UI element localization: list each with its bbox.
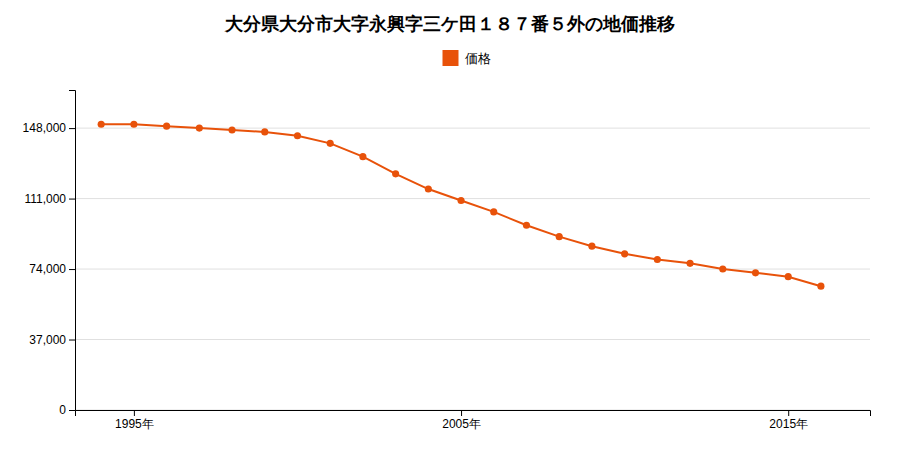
grid-line xyxy=(75,339,870,340)
y-tick-mark xyxy=(69,199,75,200)
grid xyxy=(75,128,870,410)
x-axis-line xyxy=(76,411,871,417)
x-tick-mark xyxy=(134,410,135,416)
chart-svg: 1995年 2005年 2015年 0 37,000 74,000 111,000 148,0… xyxy=(0,0,900,450)
y-tick: 74,000 xyxy=(29,262,75,276)
y-tick-label: 111,000 xyxy=(24,192,66,206)
line xyxy=(101,124,821,286)
point xyxy=(163,123,170,130)
point xyxy=(817,283,824,290)
point xyxy=(228,126,235,133)
y-axis: 0 37,000 74,000 111,000 148,000 xyxy=(23,91,76,418)
point xyxy=(523,222,530,229)
point xyxy=(556,233,563,240)
point xyxy=(425,185,432,192)
x-tick-label: 2015年 xyxy=(769,417,808,431)
point xyxy=(392,170,399,177)
point xyxy=(621,250,628,257)
point xyxy=(686,260,693,267)
y-tick-mark xyxy=(69,340,75,341)
point xyxy=(294,132,301,139)
x-tick-mark xyxy=(788,410,789,416)
x-axis: 1995年 2005年 2015年 xyxy=(76,410,871,431)
y-tick: 0 xyxy=(59,403,75,417)
legend: 価格 xyxy=(443,50,491,66)
chart-container: 1995年 2005年 2015年 0 37,000 74,000 111,000 148,0… xyxy=(0,0,900,450)
point xyxy=(588,243,595,250)
legend-label: 価格 xyxy=(465,51,491,66)
y-tick: 37,000 xyxy=(29,333,75,347)
x-tick-mark xyxy=(461,410,462,416)
y-tick: 148,000 xyxy=(23,121,75,135)
point xyxy=(457,197,464,204)
point xyxy=(359,153,366,160)
y-tick-mark xyxy=(69,410,75,411)
title: 大分県大分市大字永興字三ケ田１８７番５外の地価推移 xyxy=(224,13,675,34)
marks xyxy=(98,121,825,290)
grid-line xyxy=(75,198,870,199)
x-tick-label: 2005年 xyxy=(442,417,481,431)
point xyxy=(719,265,726,272)
grid-line xyxy=(75,269,870,270)
x-tick: 2005年 xyxy=(442,410,481,431)
point xyxy=(654,256,661,263)
x-tick-label: 1995年 xyxy=(115,417,154,431)
y-tick-label: 37,000 xyxy=(29,333,66,347)
point xyxy=(196,125,203,132)
y-tick-label: 0 xyxy=(59,403,66,417)
y-tick-mark xyxy=(69,269,75,270)
point xyxy=(327,140,334,147)
point xyxy=(261,128,268,135)
plot-area: 1995年 2005年 2015年 0 37,000 74,000 111,000 148,0… xyxy=(23,91,871,431)
y-axis-line xyxy=(69,91,76,411)
point xyxy=(98,121,105,128)
y-tick: 111,000 xyxy=(24,192,75,206)
legend-swatch xyxy=(443,50,459,66)
point xyxy=(130,121,137,128)
legend-item: 価格 xyxy=(443,50,491,66)
x-tick: 2015年 xyxy=(769,410,808,431)
point xyxy=(490,208,497,215)
y-tick-label: 148,000 xyxy=(23,121,67,135)
y-tick-mark xyxy=(69,128,75,129)
point xyxy=(785,273,792,280)
point xyxy=(752,269,759,276)
x-tick: 1995年 xyxy=(115,410,154,431)
y-tick-label: 74,000 xyxy=(29,262,66,276)
